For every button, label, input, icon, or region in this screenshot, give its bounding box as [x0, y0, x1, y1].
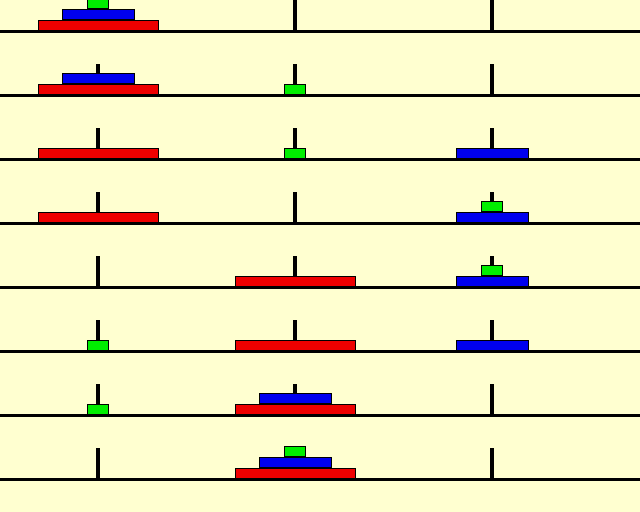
peg-left	[96, 384, 100, 416]
state-row	[0, 128, 640, 192]
baseline	[0, 286, 640, 289]
disk-medium[interactable]	[259, 457, 332, 468]
peg-middle	[293, 128, 297, 160]
disk-medium[interactable]	[456, 276, 529, 287]
state-row	[0, 384, 640, 448]
state-row	[0, 192, 640, 256]
hanoi-board	[0, 0, 640, 481]
disk-large[interactable]	[235, 276, 356, 287]
peg-right	[490, 384, 494, 416]
baseline	[0, 350, 640, 353]
disk-medium[interactable]	[456, 212, 529, 223]
baseline	[0, 158, 640, 161]
peg-left	[96, 256, 100, 288]
disk-small[interactable]	[87, 0, 109, 9]
baseline	[0, 222, 640, 225]
disk-small[interactable]	[87, 340, 109, 351]
state-row	[0, 320, 640, 384]
disk-large[interactable]	[235, 404, 356, 415]
peg-right	[490, 128, 494, 160]
peg-right	[490, 0, 494, 32]
peg-left	[96, 448, 100, 480]
disk-small[interactable]	[481, 265, 503, 276]
peg-middle	[293, 320, 297, 352]
baseline	[0, 94, 640, 97]
state-row	[0, 446, 640, 512]
baseline	[0, 30, 640, 33]
disk-small[interactable]	[284, 84, 306, 95]
peg-middle	[293, 64, 297, 96]
disk-large[interactable]	[38, 84, 159, 95]
state-row	[0, 64, 640, 128]
disk-large[interactable]	[235, 340, 356, 351]
peg-middle	[293, 0, 297, 32]
peg-middle	[293, 192, 297, 224]
disk-large[interactable]	[38, 20, 159, 31]
peg-right	[490, 448, 494, 480]
peg-left	[96, 320, 100, 352]
disk-large[interactable]	[235, 468, 356, 479]
disk-small[interactable]	[284, 148, 306, 159]
state-row	[0, 0, 640, 64]
disk-small[interactable]	[87, 404, 109, 415]
disk-medium[interactable]	[259, 393, 332, 404]
baseline	[0, 414, 640, 417]
disk-small[interactable]	[481, 201, 503, 212]
peg-right	[490, 320, 494, 352]
disk-medium[interactable]	[456, 148, 529, 159]
disk-medium[interactable]	[62, 73, 135, 84]
peg-right	[490, 64, 494, 96]
peg-middle	[293, 256, 297, 288]
state-row	[0, 256, 640, 320]
disk-large[interactable]	[38, 148, 159, 159]
disk-large[interactable]	[38, 212, 159, 223]
peg-left	[96, 128, 100, 160]
disk-small[interactable]	[284, 446, 306, 457]
peg-left	[96, 192, 100, 224]
disk-medium[interactable]	[62, 9, 135, 20]
disk-medium[interactable]	[456, 340, 529, 351]
